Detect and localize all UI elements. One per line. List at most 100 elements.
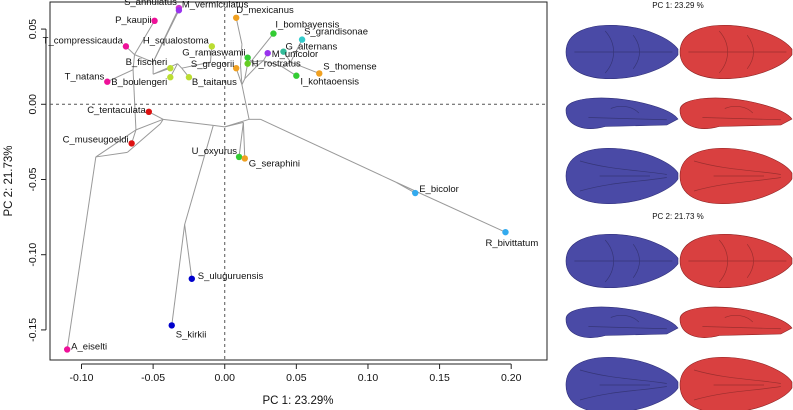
skull-dorsal-positive xyxy=(679,24,793,80)
x-axis: -0.10 -0.05 0.00 0.05 0.10 0.15 0.20 xyxy=(70,363,522,384)
point-b-fischeri xyxy=(167,64,174,72)
reference-lines xyxy=(50,2,547,360)
tree-edge xyxy=(184,125,214,225)
point-s-thomense xyxy=(316,70,323,77)
y-tick-label: 0.05 xyxy=(27,19,39,40)
point-g-ramaswamii xyxy=(244,54,251,61)
point-label-b-fischeri: B_fischeri xyxy=(126,57,168,68)
pc1-panel-title: PC 1: 23.29 % xyxy=(652,1,704,10)
tree-edge xyxy=(152,63,178,75)
skull-suture xyxy=(574,30,673,74)
x-tick-label: 0.10 xyxy=(358,372,379,384)
tree-edge xyxy=(281,61,291,68)
tree-edge xyxy=(127,123,161,153)
tree-edge xyxy=(241,78,246,85)
point-label-i-kohtaoensis: I_kohtaoensis xyxy=(300,77,359,88)
skull-suture xyxy=(588,106,667,121)
point-u-oxyurus xyxy=(235,153,243,161)
point-d-mexicanus xyxy=(232,14,240,21)
point-label-b-taitanus: B_taitanus xyxy=(192,77,237,88)
tree-edge xyxy=(132,54,136,70)
pc2-panel-title: PC 2: 21.73 % xyxy=(652,212,704,221)
point-i-kohtaoensis xyxy=(293,72,300,79)
x-tick-label: -0.05 xyxy=(141,372,165,384)
tree-edge xyxy=(255,60,264,68)
point-label-g-seraphini: G_seraphini xyxy=(249,158,300,169)
point-h-squalostoma xyxy=(208,43,216,50)
tree-edge xyxy=(159,119,164,125)
point-label-s-thomense: S_thomense xyxy=(323,61,376,72)
point-b-boulengeri xyxy=(167,74,174,81)
tree-edge xyxy=(239,44,243,66)
tree-edge xyxy=(260,118,397,183)
skull-ventral-positive xyxy=(679,357,793,410)
y-tick-label: 0.00 xyxy=(27,94,39,115)
point-label-s-uluguruensis: S_uluguruensis xyxy=(198,271,264,282)
tree-edge xyxy=(238,122,244,157)
point-s-grandisonae xyxy=(298,36,306,43)
tree-edge xyxy=(244,66,257,80)
point-label-b-boulengeri: B_boulengeri xyxy=(111,77,167,88)
x-tick-label: 0.00 xyxy=(215,372,236,384)
point-label-t-compressicauda: T_compressicauda xyxy=(43,35,124,46)
tree-edge xyxy=(107,69,134,83)
point-label-i-bombayensis: I_bombayensis xyxy=(275,20,339,31)
plot-frame xyxy=(49,1,548,361)
tree-edge xyxy=(250,33,274,63)
skull-suture xyxy=(688,239,787,283)
point-label-a-eiselti: A_eiselti xyxy=(71,341,107,352)
skull-suture xyxy=(688,30,787,74)
tree-edge xyxy=(134,54,154,63)
point-label-g-alternans: G_alternans xyxy=(285,42,337,53)
point-m-unicolor xyxy=(264,49,271,57)
skull-suture xyxy=(693,160,781,192)
tree-edge xyxy=(242,122,246,159)
point-t-compressicauda xyxy=(122,43,130,50)
skull-lateral-negative xyxy=(565,306,679,338)
point-b-taitanus xyxy=(185,74,193,81)
skull-suture xyxy=(702,106,781,121)
skull-ventral-negative xyxy=(565,357,679,410)
tree-edge xyxy=(134,20,155,55)
tree-edge xyxy=(171,224,186,326)
point-label-s-annulatus: S_annulatus xyxy=(124,0,177,8)
point-label-e-bicolor: E_bicolor xyxy=(419,184,459,195)
tree-edge xyxy=(290,39,303,63)
skull-suture xyxy=(579,369,667,401)
skull-ventral-negative xyxy=(565,148,679,204)
point-label-d-mexicanus: D_mexicanus xyxy=(236,5,294,16)
skull-suture xyxy=(574,239,673,283)
point-label-h-rostratus: H_rostratus xyxy=(252,59,301,70)
point-label-s-gregorii: S_gregorii xyxy=(191,59,234,70)
point-c-museugoeldi xyxy=(128,140,135,147)
skull-dorsal-negative xyxy=(565,233,679,289)
x-tick-label: 0.05 xyxy=(286,372,307,384)
tree-edge xyxy=(163,118,214,126)
y-tick-label: -0.10 xyxy=(27,243,39,267)
y-tick-label: -0.15 xyxy=(27,318,39,342)
point-a-eiselti xyxy=(63,346,71,353)
point-m-vermiculatus xyxy=(175,7,183,14)
tree-edge xyxy=(95,129,137,158)
skull-ventral-positive xyxy=(679,148,793,204)
tree-edge xyxy=(132,69,137,130)
x-tick-label: 0.15 xyxy=(429,372,450,384)
point-label-u-oxyurus: U_oxyurus xyxy=(192,146,238,157)
point-label-c-museugoeldi: C_museugoeldi xyxy=(63,134,129,145)
tree-edge xyxy=(184,224,193,279)
pc2-skull-panel: PC 2: 21.73 % xyxy=(565,212,793,410)
point-s-uluguruensis xyxy=(188,275,195,282)
point-label-g-ramaswamii: G_ramaswamii xyxy=(182,48,245,59)
point-s-kirkii xyxy=(168,322,175,329)
tree-edge xyxy=(95,151,128,158)
skull-lateral-negative xyxy=(565,97,679,129)
skull-dorsal-positive xyxy=(679,233,793,289)
tree-edge xyxy=(290,61,320,74)
point-p-kaupii xyxy=(151,17,158,25)
skull-lateral-positive xyxy=(679,306,793,338)
point-t-natans xyxy=(104,78,111,85)
tree-edge xyxy=(152,10,180,63)
point-i-bombayensis xyxy=(270,30,277,37)
